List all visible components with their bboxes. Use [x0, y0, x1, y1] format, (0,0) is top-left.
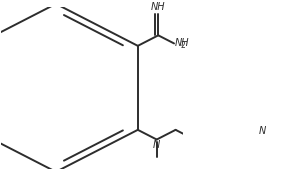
Text: N: N: [259, 126, 266, 136]
Text: NH: NH: [151, 2, 166, 12]
Text: 2: 2: [181, 41, 185, 50]
Text: NH: NH: [175, 38, 189, 48]
Text: N: N: [153, 140, 160, 150]
